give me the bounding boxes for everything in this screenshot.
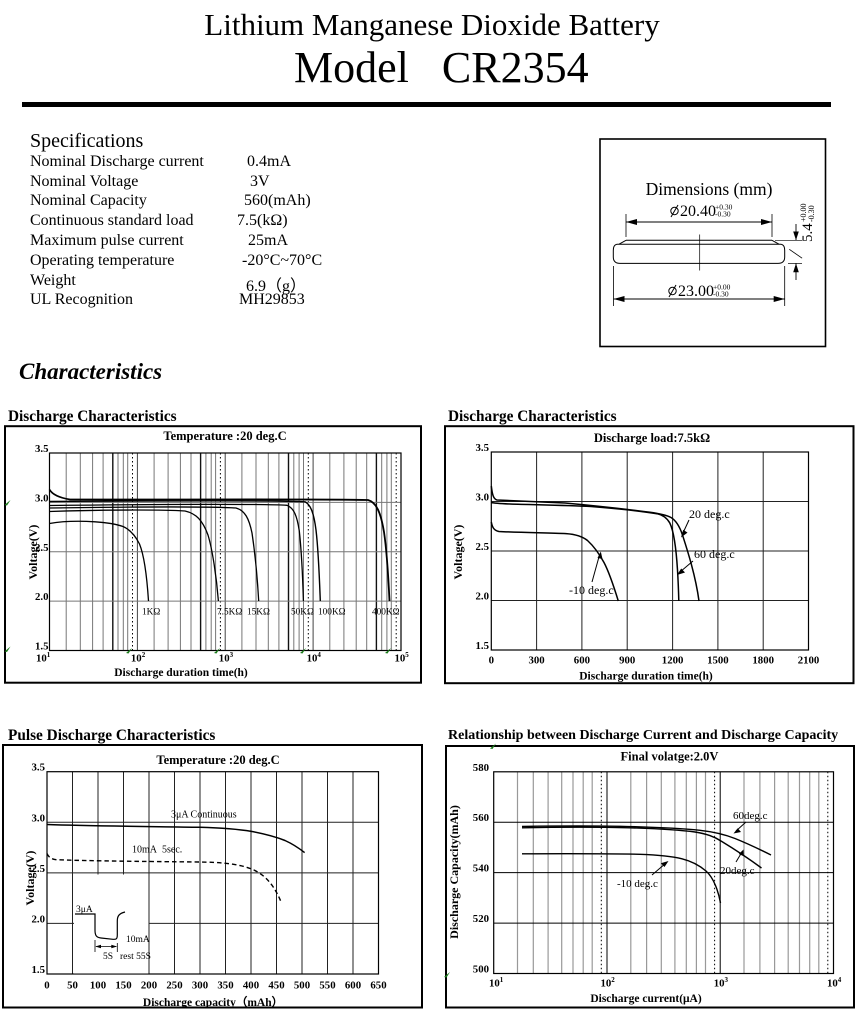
- svg-text:23.00: 23.00: [678, 283, 714, 300]
- svg-text:20deg.c: 20deg.c: [720, 865, 755, 877]
- svg-text:-10 deg.c: -10 deg.c: [569, 583, 614, 597]
- svg-text:Discharge duration time(h): Discharge duration time(h): [114, 667, 248, 679]
- svg-text:3μA: 3μA: [76, 905, 93, 915]
- svg-text:103: 103: [714, 976, 729, 990]
- svg-text:104: 104: [307, 651, 322, 665]
- svg-text:560: 560: [473, 812, 489, 824]
- svg-text:3μA Continuous: 3μA Continuous: [171, 810, 237, 821]
- svg-text:105: 105: [395, 651, 410, 665]
- svg-text:60deg.c: 60deg.c: [733, 810, 768, 822]
- svg-text:100KΩ: 100KΩ: [318, 608, 346, 618]
- svg-text:+0.30: +0.30: [715, 203, 733, 212]
- svg-text:3.0: 3.0: [32, 812, 46, 824]
- svg-text:Discharge Capacity(mAh): Discharge Capacity(mAh): [447, 805, 461, 939]
- svg-text:400: 400: [243, 980, 259, 992]
- svg-text:101: 101: [36, 651, 51, 665]
- svg-text:50: 50: [67, 980, 78, 992]
- svg-text:Temperature :20 deg.C: Temperature :20 deg.C: [163, 429, 286, 443]
- svg-text:Discharge duration time(h): Discharge duration time(h): [579, 671, 713, 683]
- svg-text:10mA: 10mA: [126, 935, 150, 945]
- svg-text:3.0: 3.0: [35, 492, 49, 504]
- svg-text:10mA 5sec.: 10mA 5sec.: [132, 845, 182, 856]
- svg-text:1.5: 1.5: [32, 964, 46, 976]
- svg-text:3.5: 3.5: [476, 442, 490, 454]
- svg-text:102: 102: [601, 976, 616, 990]
- svg-text:1800: 1800: [752, 655, 774, 667]
- svg-text:1200: 1200: [662, 655, 684, 667]
- svg-text:Discharge current(μA): Discharge current(μA): [590, 993, 702, 1005]
- svg-text:450: 450: [268, 980, 284, 992]
- svg-text:300: 300: [528, 655, 544, 667]
- svg-text:3.5: 3.5: [32, 762, 46, 774]
- svg-text:1.5: 1.5: [35, 641, 49, 653]
- svg-text:20.40: 20.40: [680, 203, 716, 220]
- svg-text:5S: 5S: [103, 952, 113, 962]
- svg-text:7.5KΩ: 7.5KΩ: [217, 608, 242, 618]
- svg-text:1.5: 1.5: [476, 640, 490, 652]
- svg-text:200: 200: [141, 980, 157, 992]
- svg-text:50KΩ: 50KΩ: [291, 608, 314, 618]
- svg-text:Dimensions (mm): Dimensions (mm): [646, 179, 773, 199]
- svg-text:Voltage(V): Voltage(V): [23, 851, 37, 906]
- svg-text:550: 550: [319, 980, 335, 992]
- svg-text:20 deg.c: 20 deg.c: [689, 507, 730, 521]
- svg-text:900: 900: [619, 655, 635, 667]
- svg-text:500: 500: [473, 964, 489, 976]
- svg-text:2.5: 2.5: [32, 863, 46, 875]
- svg-text:Discharge load:7.5kΩ: Discharge load:7.5kΩ: [594, 431, 710, 445]
- svg-text:rest 55S: rest 55S: [120, 952, 151, 962]
- svg-text:60 deg.c: 60 deg.c: [694, 547, 735, 561]
- svg-text:-0.30: -0.30: [713, 290, 729, 299]
- svg-text:15KΩ: 15KΩ: [247, 608, 270, 618]
- svg-text:+0.00: +0.00: [713, 283, 731, 292]
- svg-text:Voltage(V): Voltage(V): [451, 525, 465, 580]
- svg-text:150: 150: [115, 980, 131, 992]
- svg-text:300: 300: [192, 980, 208, 992]
- svg-text:0: 0: [44, 980, 49, 992]
- svg-text:Temperature :20 deg.C: Temperature :20 deg.C: [156, 753, 279, 767]
- svg-text:3.5: 3.5: [35, 443, 49, 455]
- svg-text:2100: 2100: [798, 655, 820, 667]
- svg-text:100: 100: [90, 980, 106, 992]
- svg-text:2.5: 2.5: [35, 542, 49, 554]
- svg-text:350: 350: [217, 980, 233, 992]
- svg-text:250: 250: [166, 980, 182, 992]
- svg-text:650: 650: [370, 980, 386, 992]
- svg-text:2.0: 2.0: [32, 913, 46, 925]
- svg-text:3.0: 3.0: [476, 492, 490, 504]
- svg-text:2.0: 2.0: [476, 591, 490, 603]
- svg-text:-0.30: -0.30: [715, 210, 731, 219]
- svg-text:103: 103: [219, 651, 234, 665]
- svg-text:101: 101: [489, 976, 504, 990]
- svg-text:Final volatge:2.0V: Final volatge:2.0V: [621, 750, 719, 764]
- svg-text:+0.00: +0.00: [799, 203, 808, 222]
- svg-text:-0.30: -0.30: [807, 205, 816, 222]
- svg-text:600: 600: [345, 980, 361, 992]
- svg-text:2.0: 2.0: [35, 591, 49, 603]
- svg-text:400KΩ: 400KΩ: [372, 608, 400, 618]
- svg-text:600: 600: [574, 655, 590, 667]
- svg-text:2.5: 2.5: [476, 541, 490, 553]
- svg-text:540: 540: [473, 863, 489, 875]
- svg-text:Discharge capacity（mAh）: Discharge capacity（mAh）: [143, 995, 283, 1009]
- svg-text:104: 104: [827, 976, 842, 990]
- svg-text:102: 102: [131, 651, 146, 665]
- svg-text:520: 520: [473, 913, 489, 925]
- svg-text:Voltage(V): Voltage(V): [26, 525, 40, 580]
- svg-text:0: 0: [489, 655, 494, 667]
- svg-text:1500: 1500: [707, 655, 729, 667]
- svg-text:580: 580: [473, 762, 489, 774]
- svg-text:1KΩ: 1KΩ: [142, 608, 160, 618]
- svg-text:500: 500: [294, 980, 310, 992]
- svg-text:-10 deg.c: -10 deg.c: [617, 878, 658, 890]
- svg-text:5.4: 5.4: [800, 223, 816, 242]
